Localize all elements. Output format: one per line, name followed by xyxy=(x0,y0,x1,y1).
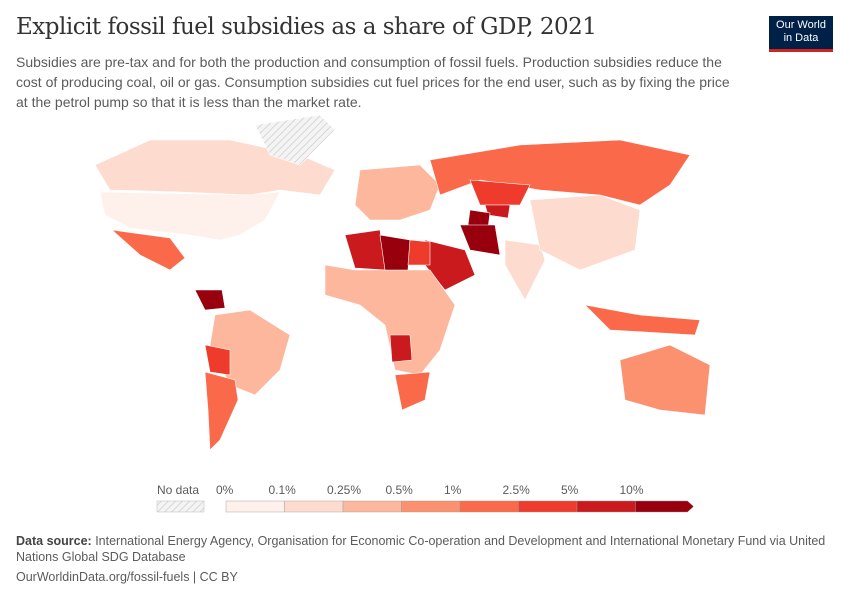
legend-bin-swatch xyxy=(576,500,636,513)
legend-bin-label: 0% xyxy=(216,483,234,497)
country-russia[interactable] xyxy=(429,139,691,206)
legend-bin-swatch xyxy=(225,500,285,513)
legend-bin-swatch xyxy=(342,500,402,513)
country-united-states[interactable] xyxy=(99,191,281,241)
legend-bin-label: 1% xyxy=(444,483,462,497)
country-kazakhstan[interactable] xyxy=(469,179,531,206)
country-africa[interactable] xyxy=(324,264,456,376)
country-venezuela[interactable] xyxy=(194,289,226,311)
country-argentina[interactable] xyxy=(204,371,239,451)
country-uzbekistan[interactable] xyxy=(484,204,511,219)
country-india[interactable] xyxy=(504,239,546,301)
legend-bin-swatch xyxy=(635,500,694,513)
country-europe[interactable] xyxy=(354,164,441,221)
country-egypt[interactable] xyxy=(407,239,431,266)
data-source: Data source: International Energy Agency… xyxy=(16,534,826,564)
country-angola[interactable] xyxy=(389,334,413,363)
country-bolivia[interactable] xyxy=(204,344,231,376)
country-greenland[interactable] xyxy=(254,114,336,166)
map-legend: No data 0% 0.1% 0.25% 0.5% 1% 2.5% 5% 10% xyxy=(156,483,694,513)
legend-bin-label: 10% xyxy=(620,483,644,497)
legend-bin-label: 5% xyxy=(561,483,579,497)
legend-bin-label: 0.1% xyxy=(269,483,297,497)
legend-no-data-swatch xyxy=(156,500,205,513)
country-iran[interactable] xyxy=(459,224,501,256)
legend-bin-swatch xyxy=(401,500,461,513)
legend-bin-swatch xyxy=(518,500,578,513)
legend-bin-swatch xyxy=(284,500,344,513)
country-indonesia[interactable] xyxy=(584,304,701,336)
owid-logo[interactable]: Our World in Data xyxy=(769,16,833,52)
country-south-africa[interactable] xyxy=(394,371,431,411)
country-australia[interactable] xyxy=(619,344,711,416)
legend-bin-label: 0.5% xyxy=(386,483,414,497)
chart-title: Explicit fossil fuel subsidies as a shar… xyxy=(16,14,597,40)
source-url-link[interactable]: OurWorldinData.org/fossil-fuels | CC BY xyxy=(16,570,238,584)
legend-no-data-label: No data xyxy=(157,483,199,497)
legend-bin-label: 2.5% xyxy=(503,483,531,497)
legend-bin-label: 0.25% xyxy=(327,483,361,497)
country-china[interactable] xyxy=(529,194,641,271)
country-mexico[interactable] xyxy=(111,229,186,271)
country-algeria[interactable] xyxy=(344,229,386,271)
legend-bin-swatch xyxy=(459,500,519,513)
world-map xyxy=(94,114,711,451)
chart-subtitle: Subsidies are pre-tax and for both the p… xyxy=(16,54,730,110)
country-libya[interactable] xyxy=(379,234,411,271)
